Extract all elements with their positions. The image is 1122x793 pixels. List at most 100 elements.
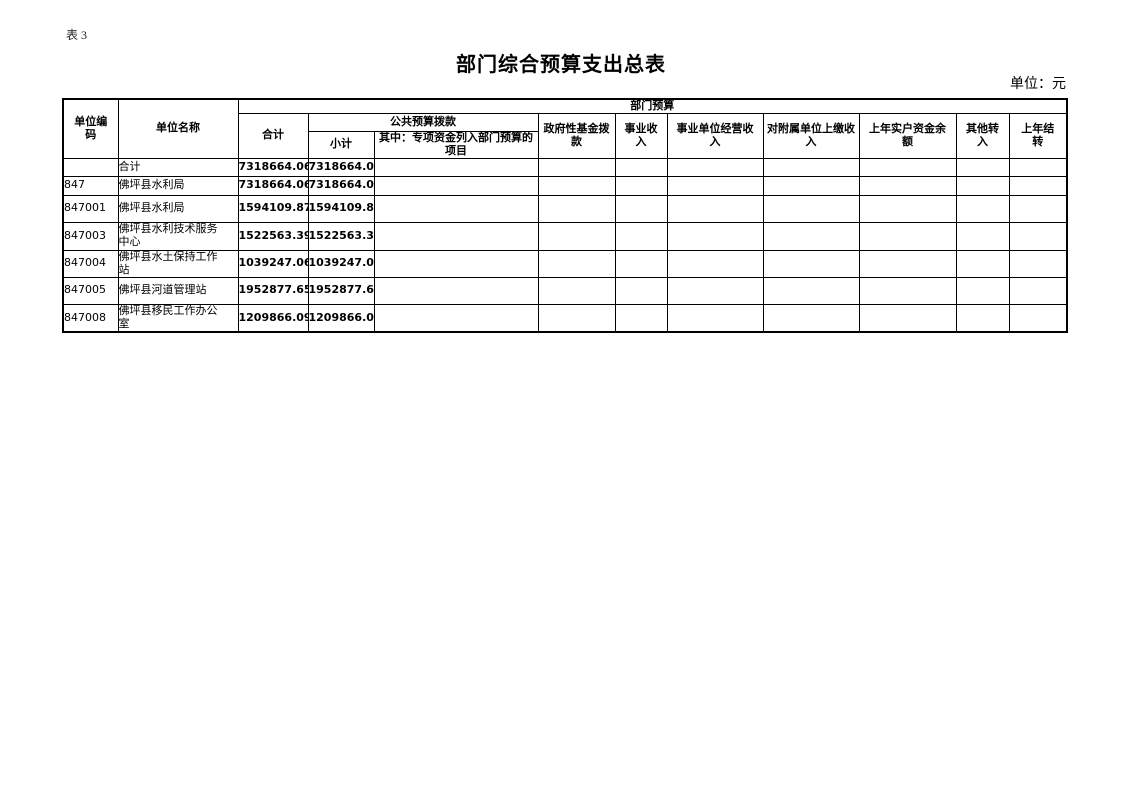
table-row: 847001 佛坪县水利局 1594109.87 1594109.87 bbox=[62, 194, 1068, 223]
cell-gov-fund bbox=[537, 249, 616, 278]
cell-gov-fund bbox=[537, 194, 616, 223]
cell-operating-income bbox=[666, 175, 764, 196]
cell-total: 1952877.65 bbox=[237, 276, 309, 305]
cell-unit-code: 847003 bbox=[62, 221, 119, 251]
cell-special-project bbox=[373, 157, 539, 177]
unit-note: 单位：元 bbox=[1010, 77, 1066, 92]
cell-subtotal: 1209866.09 bbox=[307, 303, 375, 333]
sheet-label: 表 3 bbox=[66, 28, 88, 42]
cell-unit-code: 847008 bbox=[62, 303, 119, 333]
header-dept-budget: 部门预算 bbox=[237, 98, 1068, 114]
header-gov-fund: 政府性基金拨 款 bbox=[537, 112, 616, 159]
cell-prev-year-carryover bbox=[1008, 175, 1068, 196]
cell-unit-name: 佛坪县水土保持工作 站 bbox=[117, 249, 239, 278]
cell-unit-name: 佛坪县水利技术服务 中心 bbox=[117, 221, 239, 251]
header-special-project: 其中：专项资金列入部门预算的 项目 bbox=[373, 130, 539, 159]
cell-subtotal: 7318664.06 bbox=[307, 175, 375, 196]
cell-other-transfer bbox=[955, 303, 1010, 333]
cell-unit-name: 合计 bbox=[117, 157, 239, 177]
cell-affiliated-income bbox=[762, 303, 860, 333]
cell-prev-year-balance bbox=[858, 221, 957, 251]
cell-total: 1522563.39 bbox=[237, 221, 309, 251]
cell-special-project bbox=[373, 276, 539, 305]
cell-business-income bbox=[614, 175, 668, 196]
cell-prev-year-balance bbox=[858, 175, 957, 196]
cell-business-income bbox=[614, 249, 668, 278]
cell-gov-fund bbox=[537, 303, 616, 333]
cell-other-transfer bbox=[955, 175, 1010, 196]
cell-operating-income bbox=[666, 249, 764, 278]
cell-total: 1209866.09 bbox=[237, 303, 309, 333]
header-operating-income: 事业单位经营收 入 bbox=[666, 112, 764, 159]
cell-prev-year-balance bbox=[858, 194, 957, 223]
cell-subtotal: 1039247.06 bbox=[307, 249, 375, 278]
cell-operating-income bbox=[666, 221, 764, 251]
cell-unit-name: 佛坪县移民工作办公 室 bbox=[117, 303, 239, 333]
cell-operating-income bbox=[666, 157, 764, 177]
cell-business-income bbox=[614, 303, 668, 333]
cell-affiliated-income bbox=[762, 221, 860, 251]
cell-unit-name: 佛坪县河道管理站 bbox=[117, 276, 239, 305]
header-public-budget: 公共预算拨款 bbox=[307, 112, 539, 132]
page-title: 部门综合预算支出总表 bbox=[456, 54, 666, 76]
header-unit-name: 单位名称 bbox=[117, 98, 239, 159]
cell-subtotal: 1952877.65 bbox=[307, 276, 375, 305]
cell-affiliated-income bbox=[762, 175, 860, 196]
header-row-bottom: 小计 其中：专项资金列入部门预算的 项目 bbox=[63, 130, 1067, 159]
cell-prev-year-carryover bbox=[1008, 157, 1068, 177]
cell-prev-year-carryover bbox=[1008, 221, 1068, 251]
table-row: 847004 佛坪县水土保持工作 站 1039247.06 1039247.06 bbox=[62, 249, 1068, 278]
cell-gov-fund bbox=[537, 175, 616, 196]
budget-table: 单位编 码 单位名称 部门预算 合计 公共预算拨款 政府性基金拨 款 事业收 入… bbox=[62, 98, 1069, 334]
cell-prev-year-carryover bbox=[1008, 276, 1068, 305]
cell-affiliated-income bbox=[762, 249, 860, 278]
cell-operating-income bbox=[666, 194, 764, 223]
table-row: 847003 佛坪县水利技术服务 中心 1522563.39 1522563.3… bbox=[62, 221, 1068, 251]
header-business-income: 事业收 入 bbox=[614, 112, 668, 159]
cell-unit-name: 佛坪县水利局 bbox=[117, 175, 239, 196]
header-prev-year-carryover: 上年结 转 bbox=[1008, 112, 1068, 159]
cell-gov-fund bbox=[537, 276, 616, 305]
cell-special-project bbox=[373, 249, 539, 278]
cell-unit-code: 847004 bbox=[62, 249, 119, 278]
cell-subtotal: 1594109.87 bbox=[307, 194, 375, 223]
cell-affiliated-income bbox=[762, 276, 860, 305]
header-subtotal: 小计 bbox=[307, 130, 375, 159]
header-affiliated-income: 对附属单位上缴收 入 bbox=[762, 112, 860, 159]
cell-business-income bbox=[614, 194, 668, 223]
header-other-transfer: 其他转 入 bbox=[955, 112, 1010, 159]
cell-other-transfer bbox=[955, 157, 1010, 177]
cell-total: 7318664.06 bbox=[237, 157, 309, 177]
cell-unit-name: 佛坪县水利局 bbox=[117, 194, 239, 223]
cell-prev-year-balance bbox=[858, 303, 957, 333]
cell-affiliated-income bbox=[762, 194, 860, 223]
cell-other-transfer bbox=[955, 194, 1010, 223]
cell-gov-fund bbox=[537, 157, 616, 177]
header-row-top: 单位编 码 单位名称 部门预算 bbox=[62, 98, 1068, 159]
header-unit-code: 单位编 码 bbox=[62, 98, 119, 159]
header-total: 合计 bbox=[237, 112, 309, 159]
cell-prev-year-balance bbox=[858, 249, 957, 278]
cell-prev-year-carryover bbox=[1008, 303, 1068, 333]
header-prev-year-balance: 上年实户资金余 额 bbox=[858, 112, 957, 159]
table-row: 847008 佛坪县移民工作办公 室 1209866.09 1209866.09 bbox=[62, 303, 1068, 333]
cell-subtotal: 7318664.06 bbox=[307, 157, 375, 177]
table-row: 合计 7318664.06 7318664.06 bbox=[62, 157, 1068, 177]
cell-unit-code: 847 bbox=[62, 175, 119, 196]
header-row-mid: 合计 公共预算拨款 政府性基金拨 款 事业收 入 事业单位经营收 入 对附属单位… bbox=[63, 112, 1068, 159]
cell-affiliated-income bbox=[762, 157, 860, 177]
cell-other-transfer bbox=[955, 221, 1010, 251]
cell-operating-income bbox=[666, 303, 764, 333]
cell-subtotal: 1522563.39 bbox=[307, 221, 375, 251]
cell-special-project bbox=[373, 194, 539, 223]
cell-other-transfer bbox=[955, 249, 1010, 278]
cell-business-income bbox=[614, 221, 668, 251]
cell-total: 1039247.06 bbox=[237, 249, 309, 278]
cell-prev-year-carryover bbox=[1008, 249, 1068, 278]
cell-special-project bbox=[373, 221, 539, 251]
cell-operating-income bbox=[666, 276, 764, 305]
cell-prev-year-carryover bbox=[1008, 194, 1068, 223]
cell-unit-code: 847001 bbox=[62, 194, 119, 223]
cell-special-project bbox=[373, 303, 539, 333]
cell-unit-code bbox=[62, 157, 119, 177]
